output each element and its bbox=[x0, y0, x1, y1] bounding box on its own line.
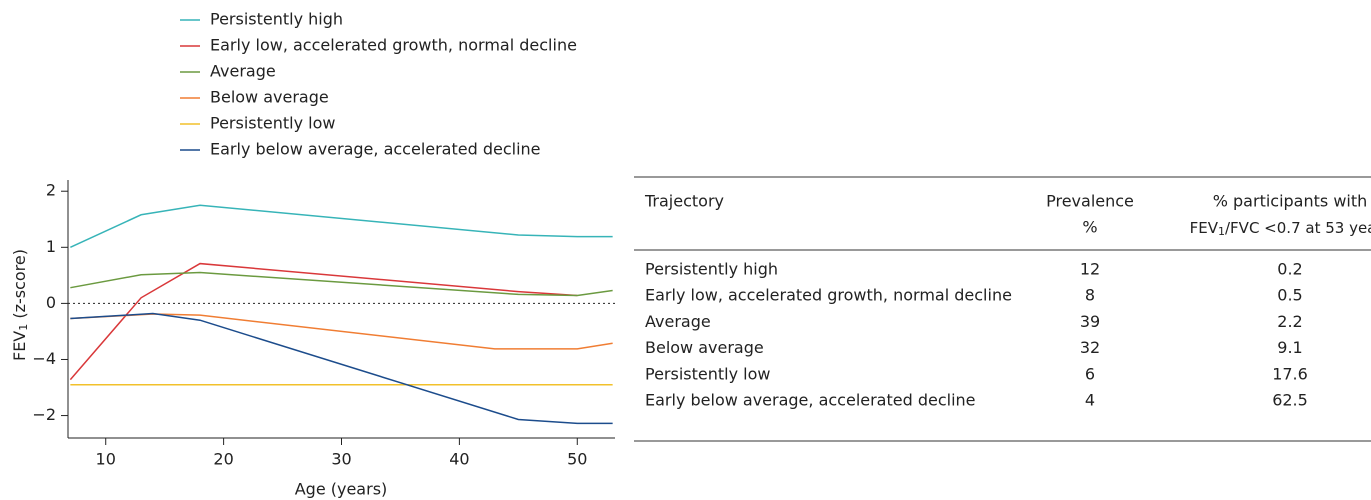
table-header: Trajectory bbox=[644, 192, 724, 211]
y-label-sub: 1 bbox=[17, 324, 30, 331]
y-tick-label: 1 bbox=[46, 237, 56, 256]
table-cell: 4 bbox=[1085, 391, 1095, 410]
table-cell: 32 bbox=[1080, 338, 1100, 357]
table-cell: 6 bbox=[1085, 364, 1095, 383]
table-cell: 17.6 bbox=[1272, 364, 1308, 383]
x-tick-label: 20 bbox=[213, 450, 233, 469]
series-line bbox=[69, 262, 578, 381]
table-cell: Early below average, accelerated decline bbox=[645, 391, 976, 410]
legend-label: Below average bbox=[210, 88, 329, 107]
table-cell: Below average bbox=[645, 338, 764, 357]
header-text: FEV bbox=[1190, 219, 1219, 237]
y-axis-label: FEV1 (z-score) bbox=[10, 249, 31, 361]
table-cell: 9.1 bbox=[1277, 338, 1302, 357]
y-tick-label: −4 bbox=[32, 349, 56, 368]
legend-label: Average bbox=[210, 62, 276, 81]
table-cell: 8 bbox=[1085, 286, 1095, 305]
table-header: % participants with bbox=[1213, 192, 1368, 211]
series-line bbox=[70, 313, 613, 350]
series-line bbox=[70, 271, 613, 297]
series-line bbox=[70, 204, 613, 248]
x-axis-label: Age (years) bbox=[295, 480, 388, 499]
y-tick-label: 2 bbox=[46, 181, 56, 200]
table-cell: Persistently high bbox=[645, 260, 778, 279]
header-sub: 1 bbox=[1218, 225, 1225, 238]
table-header: Prevalence bbox=[1046, 192, 1134, 211]
table-cell: 12 bbox=[1080, 260, 1100, 279]
series-line bbox=[70, 312, 613, 425]
legend-label: Persistently low bbox=[210, 114, 335, 133]
table-cell: Persistently low bbox=[645, 364, 770, 383]
y-tick-label: 0 bbox=[46, 293, 56, 312]
table-cell: 2.2 bbox=[1277, 312, 1302, 331]
legend-label: Early low, accelerated growth, normal de… bbox=[210, 36, 577, 55]
table-cell: Average bbox=[645, 312, 711, 331]
y-tick-label: −2 bbox=[32, 405, 56, 424]
table-cell: 62.5 bbox=[1272, 391, 1308, 410]
x-tick-label: 30 bbox=[331, 450, 351, 469]
table-cell: 0.2 bbox=[1277, 260, 1302, 279]
x-tick-label: 50 bbox=[567, 450, 587, 469]
x-tick-label: 40 bbox=[449, 450, 469, 469]
table-cell: 0.5 bbox=[1277, 286, 1302, 305]
table-cell: 39 bbox=[1080, 312, 1100, 331]
header-rest: /FVC <0.7 at 53 years bbox=[1225, 219, 1371, 237]
table-cell: Early low, accelerated growth, normal de… bbox=[645, 286, 1012, 305]
y-label-text: FEV bbox=[10, 331, 29, 361]
legend-label: Early below average, accelerated decline bbox=[210, 140, 541, 159]
table-header: % bbox=[1082, 218, 1097, 237]
y-label-rest: (z-score) bbox=[10, 249, 29, 324]
x-tick-label: 10 bbox=[96, 450, 116, 469]
legend-label: Persistently high bbox=[210, 10, 343, 29]
table-header: FEV1/FVC <0.7 at 53 years bbox=[1190, 219, 1371, 239]
